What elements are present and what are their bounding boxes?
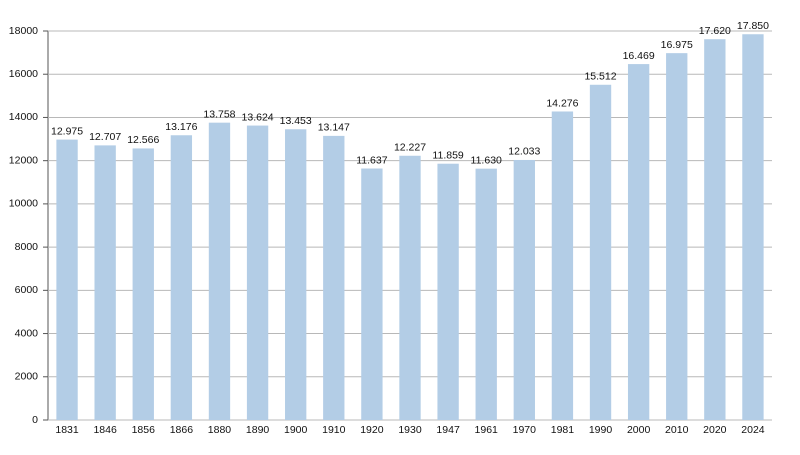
bar — [132, 148, 154, 420]
x-tick-label: 1947 — [436, 424, 460, 436]
bar — [589, 84, 612, 421]
x-tick-label: 1961 — [475, 424, 499, 436]
value-label: 12.227 — [394, 142, 426, 154]
value-label: 13.176 — [165, 121, 197, 133]
x-tick-label: 1990 — [589, 424, 613, 436]
x-tick-label: 1920 — [360, 424, 384, 436]
value-label: 15.512 — [584, 71, 616, 83]
y-tick-label: 12000 — [9, 154, 38, 166]
value-label: 12.975 — [51, 125, 83, 137]
x-tick-label: 1866 — [170, 424, 194, 436]
value-label: 12.033 — [508, 146, 540, 158]
bar — [56, 139, 78, 421]
bar — [627, 64, 650, 420]
value-label: 11.859 — [432, 149, 463, 161]
bar — [704, 39, 726, 421]
x-tick-label: 1846 — [93, 424, 117, 436]
value-label: 13.147 — [318, 122, 350, 134]
value-label: 13.624 — [242, 111, 274, 123]
bar — [742, 34, 764, 420]
y-tick-label: 10000 — [9, 198, 38, 210]
x-tick-label: 2010 — [665, 424, 689, 436]
bar — [361, 168, 383, 420]
bar — [323, 135, 345, 420]
bar — [94, 145, 116, 420]
value-label: 11.630 — [471, 154, 502, 166]
y-tick-label: 2000 — [15, 371, 39, 383]
value-label: 12.566 — [127, 134, 159, 146]
y-tick-label: 0 — [32, 414, 38, 426]
x-tick-label: 1856 — [132, 424, 156, 436]
x-tick-label: 1910 — [322, 424, 346, 436]
y-tick-label: 14000 — [9, 111, 38, 123]
value-label: 11.637 — [356, 154, 387, 166]
value-label: 12.707 — [89, 131, 121, 143]
bar — [170, 135, 193, 420]
bar — [475, 168, 497, 420]
x-tick-label: 1981 — [551, 424, 575, 436]
bar — [513, 159, 535, 421]
y-tick-label: 4000 — [15, 327, 39, 339]
bar — [246, 125, 269, 420]
x-tick-label: 2000 — [627, 424, 651, 436]
value-label: 16.975 — [661, 39, 693, 51]
value-label: 13.453 — [280, 115, 312, 127]
x-tick-label: 1880 — [208, 424, 232, 436]
y-tick-label: 8000 — [15, 241, 39, 253]
value-label: 14.276 — [546, 97, 578, 109]
x-tick-label: 1831 — [55, 424, 79, 436]
bar — [437, 163, 459, 420]
x-tick-label: 1930 — [398, 424, 422, 436]
bar — [551, 111, 574, 421]
y-tick-label: 6000 — [15, 284, 39, 296]
bar — [666, 53, 688, 420]
bar — [285, 129, 307, 420]
value-label: 17.620 — [699, 25, 731, 37]
bar — [208, 122, 231, 421]
x-tick-label: 2020 — [703, 424, 727, 436]
x-tick-label: 1970 — [513, 424, 537, 436]
value-label: 17.850 — [737, 20, 769, 32]
value-label: 13.758 — [203, 108, 235, 120]
x-tick-label: 2024 — [741, 424, 765, 436]
y-tick-label: 18000 — [9, 25, 38, 37]
y-tick-label: 16000 — [9, 68, 38, 80]
bar — [399, 155, 421, 421]
x-tick-label: 1900 — [284, 424, 308, 436]
x-tick-label: 1890 — [246, 424, 270, 436]
value-label: 16.469 — [623, 50, 655, 62]
